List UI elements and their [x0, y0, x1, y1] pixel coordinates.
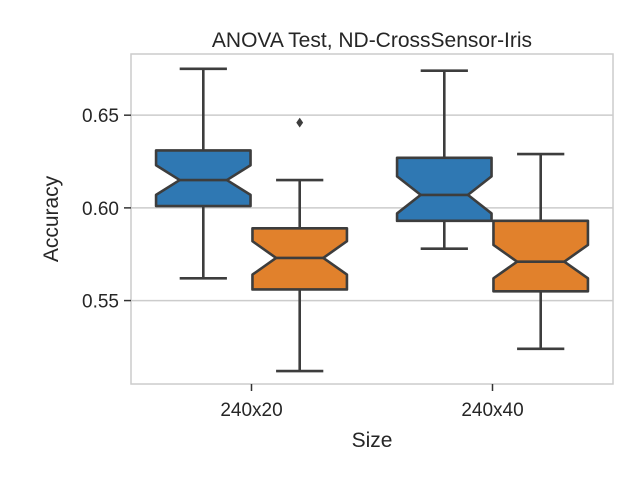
box-plots [154, 67, 590, 373]
box-240x20 [251, 117, 349, 373]
gridlines [131, 114, 613, 302]
outlier-point [296, 117, 304, 128]
y-tick-label: 0.65 [82, 106, 119, 127]
chart-title: ANOVA Test, ND-CrossSensor-Iris [212, 29, 532, 52]
box-body [395, 156, 493, 223]
plot-frame [130, 53, 614, 385]
x-tick-label: 240x20 [220, 400, 282, 421]
y-tick-label: 0.55 [82, 292, 119, 313]
box-240x40 [395, 69, 493, 250]
x-tick-label: 240x40 [461, 400, 523, 421]
y-tick-label: 0.60 [82, 199, 119, 220]
axis-ticks: 0.55 0.60 0.65 240x20 240x40 [82, 106, 524, 421]
box-240x20 [154, 67, 252, 280]
box-body [154, 149, 252, 208]
box-body [492, 219, 590, 293]
x-axis-label: Size [352, 429, 393, 452]
box-240x40 [492, 152, 590, 351]
y-axis-label: Accuracy [40, 175, 63, 262]
